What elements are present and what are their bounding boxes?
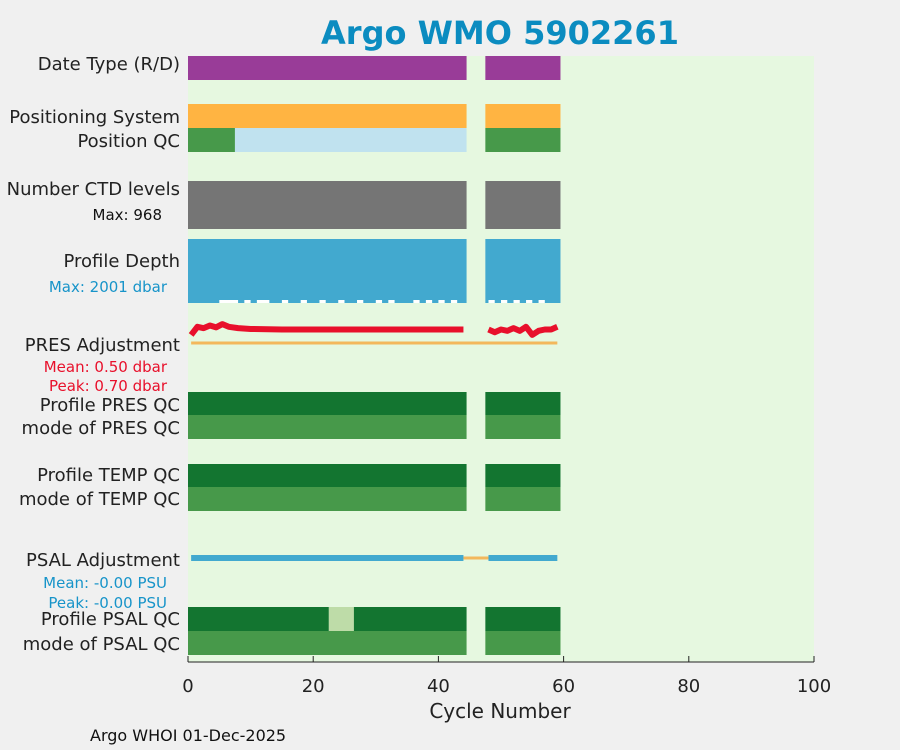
row-1-block-0: [188, 104, 467, 128]
depth-dip-7: [357, 300, 364, 303]
row-11-block-0: [188, 607, 329, 631]
row-sub-label: Mean: -0.00 PSU: [43, 574, 167, 592]
row-8-block-0: [188, 464, 467, 487]
row-4-block-0: [188, 239, 467, 303]
row-7-block-0: [188, 415, 467, 439]
row-label: Position QC: [77, 131, 180, 152]
depth-dip-4: [300, 300, 307, 303]
row-11-block-3: [485, 607, 561, 631]
row-2-block-1: [234, 128, 467, 152]
row-0-block-0: [188, 56, 467, 80]
row-8-block-1: [485, 464, 561, 487]
row-4-block-1: [485, 239, 561, 303]
x-axis: 0 20 40 60 80 100: [182, 656, 831, 697]
row-0-block-1: [485, 56, 561, 80]
row-label: Positioning System: [9, 107, 180, 128]
x-tick-label: 40: [427, 676, 450, 697]
row-label: Profile PSAL QC: [41, 609, 180, 630]
x-tick-label: 60: [552, 676, 575, 697]
depth-dip-6: [338, 300, 345, 303]
pres-adjustment-line-2: [487, 323, 559, 338]
row-label: mode of TEMP QC: [19, 489, 180, 510]
chart-marks: [188, 56, 561, 655]
depth-dip-5: [319, 300, 326, 303]
x-tick-label: 0: [182, 676, 193, 697]
row-labels: Date Type (R/D) Positioning System Positio…: [7, 54, 180, 655]
row-label: Number CTD levels: [7, 179, 180, 200]
depth-dip-2: [256, 300, 270, 303]
row-6-block-1: [485, 392, 561, 415]
row-1-block-1: [485, 104, 561, 128]
row-label: Profile Depth: [63, 251, 180, 272]
row-2-block-2: [485, 128, 561, 152]
row-label: PSAL Adjustment: [26, 550, 180, 571]
depth-dip-8: [375, 300, 383, 303]
row-7-block-1: [485, 415, 561, 439]
row-9-block-1: [485, 487, 561, 511]
row-12-block-0: [188, 631, 467, 655]
depth-dip-15: [501, 300, 508, 303]
depth-dip-1: [244, 300, 251, 303]
pres-adjustment-line: [188, 321, 464, 337]
row-12-block-1: [485, 631, 561, 655]
x-tick-label: 100: [797, 676, 831, 697]
depth-dip-3: [281, 300, 289, 303]
depth-dip-9: [388, 300, 395, 303]
depth-dip-14: [488, 300, 495, 303]
row-sub-label: Peak: 0.70 dbar: [49, 377, 168, 395]
row-label: PRES Adjustment: [25, 335, 180, 356]
row-6-block-0: [188, 392, 467, 415]
depth-dip-11: [425, 300, 433, 303]
row-label: Profile TEMP QC: [37, 465, 180, 486]
depth-dip-12: [438, 300, 445, 303]
row-3-block-0: [188, 181, 467, 229]
row-9-block-0: [188, 487, 467, 511]
row-3-block-1: [485, 181, 561, 229]
row-label: mode of PSAL QC: [23, 634, 180, 655]
depth-dip-0: [219, 300, 239, 303]
depth-dip-16: [513, 300, 520, 303]
x-tick-label: 80: [677, 676, 700, 697]
row-sub-label: Peak: -0.00 PSU: [48, 594, 167, 612]
depth-dip-10: [413, 300, 420, 303]
row-11-block-1: [328, 607, 354, 631]
row-sub-label: Max: 2001 dbar: [49, 278, 168, 296]
row-label: mode of PRES QC: [22, 418, 180, 439]
row-11-block-2: [353, 607, 467, 631]
x-tick-label: 20: [302, 676, 325, 697]
chart-title: Argo WMO 5902261: [321, 14, 679, 52]
x-axis-label: Cycle Number: [429, 699, 571, 723]
row-label: Date Type (R/D): [38, 54, 180, 75]
row-sub-label: Mean: 0.50 dbar: [44, 358, 168, 376]
depth-dip-13: [450, 300, 458, 303]
depth-dip-18: [538, 300, 545, 303]
row-2-block-0: [188, 128, 235, 152]
footer-text: Argo WHOI 01-Dec-2025: [90, 726, 286, 745]
depth-dip-17: [526, 300, 533, 303]
row-label: Profile PRES QC: [40, 395, 180, 416]
row-sub-label: Max: 968: [93, 206, 162, 224]
